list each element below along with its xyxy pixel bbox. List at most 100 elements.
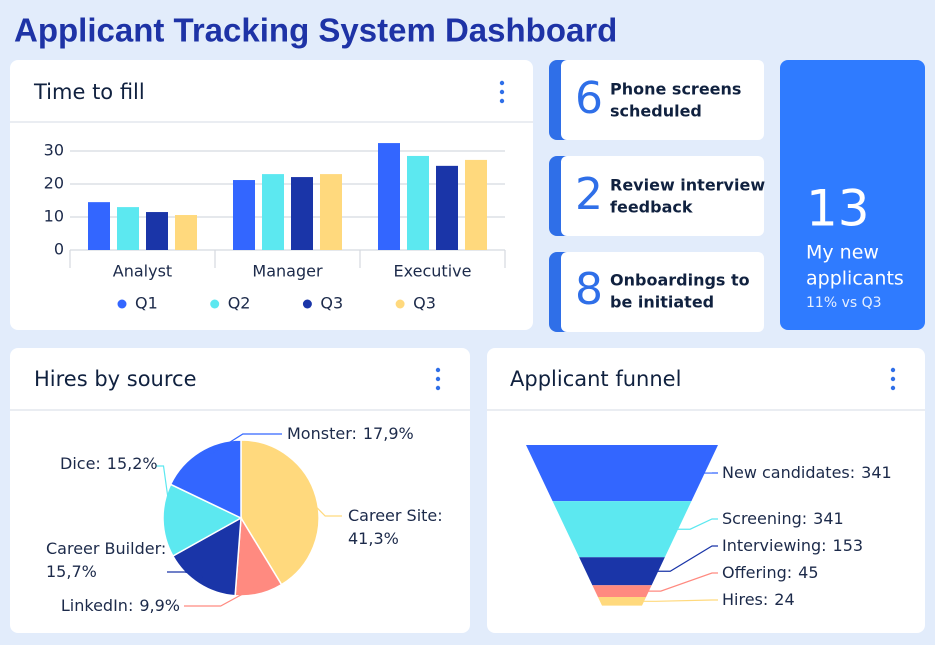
- funnel-category: Offering:: [722, 563, 792, 582]
- card-title: Hires by source: [34, 367, 197, 391]
- kpi-label: Onboardings to: [610, 271, 750, 290]
- slice-label: Monster: 17,9%: [287, 424, 414, 443]
- legend-label: Q3: [413, 294, 436, 313]
- kpi-card: 6 Phone screens scheduled: [549, 60, 764, 140]
- slice-value: 17,9%: [363, 424, 414, 443]
- slice-label: Dice: 15,2%: [60, 454, 158, 473]
- bar: [320, 174, 342, 250]
- leader-line: [642, 572, 718, 592]
- leader-line: [672, 518, 718, 530]
- bar: [88, 202, 110, 250]
- legend-marker: [210, 299, 220, 309]
- slice-category: Dice:: [60, 454, 101, 473]
- funnel-segment: [552, 501, 692, 558]
- legend-marker: [117, 299, 127, 309]
- slice-label: LinkedIn: 9,9%: [61, 596, 180, 615]
- funnel-label: Offering: 45: [722, 563, 819, 582]
- leader-line: [652, 545, 718, 572]
- card-title: Applicant funnel: [510, 367, 681, 391]
- funnel-label: Screening: 341: [722, 509, 844, 528]
- bar: [233, 180, 255, 250]
- funnel-segment: [579, 557, 665, 586]
- funnel-label: New candidates: 341: [722, 463, 892, 482]
- y-tick-label: 10: [44, 207, 64, 226]
- funnel-segment: [592, 585, 652, 597]
- leader-line: [184, 585, 258, 607]
- pie-slice: [162, 483, 243, 558]
- menu-button[interactable]: [890, 367, 896, 391]
- highlight-label: applicants: [806, 268, 904, 290]
- highlight-value: 13: [806, 180, 870, 238]
- funnel-label: Interviewing: 153: [722, 536, 863, 555]
- kpi-label: scheduled: [610, 102, 702, 121]
- leader-line: [307, 498, 342, 517]
- legend-label: Q2: [228, 294, 251, 313]
- funnel-value: 341: [813, 509, 844, 528]
- funnel-category: Screening:: [722, 509, 807, 528]
- bar: [436, 165, 458, 250]
- funnel-label: Hires: 24: [722, 590, 795, 609]
- menu-button[interactable]: [499, 80, 505, 104]
- menu-button[interactable]: [435, 367, 441, 391]
- bar: [146, 212, 168, 250]
- bar: [465, 159, 487, 250]
- highlight-note: 11% vs Q3: [806, 295, 882, 311]
- slice-category: Monster:: [287, 424, 357, 443]
- y-tick-label: 30: [44, 141, 64, 160]
- slice-value: 15,7%: [46, 562, 97, 581]
- pie-slice: [240, 439, 320, 586]
- kpi-value: 6: [575, 73, 603, 124]
- bar: [407, 155, 429, 250]
- x-tick-label: Analyst: [113, 262, 172, 281]
- funnel-value: 45: [798, 563, 818, 582]
- bar: [117, 207, 139, 250]
- bar: [378, 143, 400, 250]
- funnel-category: Hires:: [722, 590, 768, 609]
- leader-line: [203, 433, 282, 460]
- funnel-category: Interviewing:: [722, 536, 827, 555]
- slice-category: Career Site:: [348, 506, 443, 525]
- kpi-card: 8 Onboardings to be initiated: [549, 252, 764, 332]
- kpi-label: be initiated: [610, 293, 714, 312]
- slice-value: 9,9%: [139, 596, 180, 615]
- pie-slice: [169, 439, 242, 520]
- funnel-segment: [597, 597, 647, 606]
- funnel-value: 341: [861, 463, 892, 482]
- funnel-category: New candidates:: [722, 463, 855, 482]
- kpi-label: Phone screens: [610, 80, 741, 99]
- x-tick-label: Manager: [252, 262, 323, 281]
- legend-label: Q1: [135, 294, 158, 313]
- funnel-segment: [526, 445, 718, 502]
- slice-category: Career Builder:: [46, 539, 166, 558]
- funnel-value: 24: [774, 590, 794, 609]
- legend-marker: [302, 299, 312, 309]
- bar: [291, 177, 313, 250]
- pie-slice: [171, 516, 242, 597]
- bar: [175, 215, 197, 250]
- leader-line: [156, 465, 172, 521]
- kpi-value: 2: [575, 169, 603, 220]
- highlight-label: My new: [806, 242, 879, 264]
- slice-value: 15,2%: [107, 454, 158, 473]
- leader-line: [638, 599, 718, 602]
- kpi-label: feedback: [610, 198, 693, 217]
- y-tick-label: 0: [54, 240, 64, 259]
- slice-category: LinkedIn:: [61, 596, 133, 615]
- funnel-value: 153: [833, 536, 864, 555]
- slice-value: 41,3%: [348, 529, 399, 548]
- slice-label: Career Builder: 15,7%: [46, 539, 166, 581]
- kpi-label: Review interview: [610, 176, 765, 195]
- leader-line: [167, 571, 204, 578]
- legend-label: Q3: [320, 294, 343, 313]
- kpi-card: 2 Review interview feedback: [549, 156, 765, 236]
- kpi-value: 8: [575, 264, 603, 315]
- page-title: Applicant Tracking System Dashboard: [14, 12, 617, 49]
- slice-label: Career Site: 41,3%: [348, 506, 443, 548]
- bar: [262, 174, 284, 250]
- highlight-card: [780, 60, 925, 330]
- x-tick-label: Executive: [394, 262, 472, 281]
- card-title: Time to fill: [33, 80, 145, 104]
- legend-marker: [395, 299, 405, 309]
- y-tick-label: 20: [44, 174, 64, 193]
